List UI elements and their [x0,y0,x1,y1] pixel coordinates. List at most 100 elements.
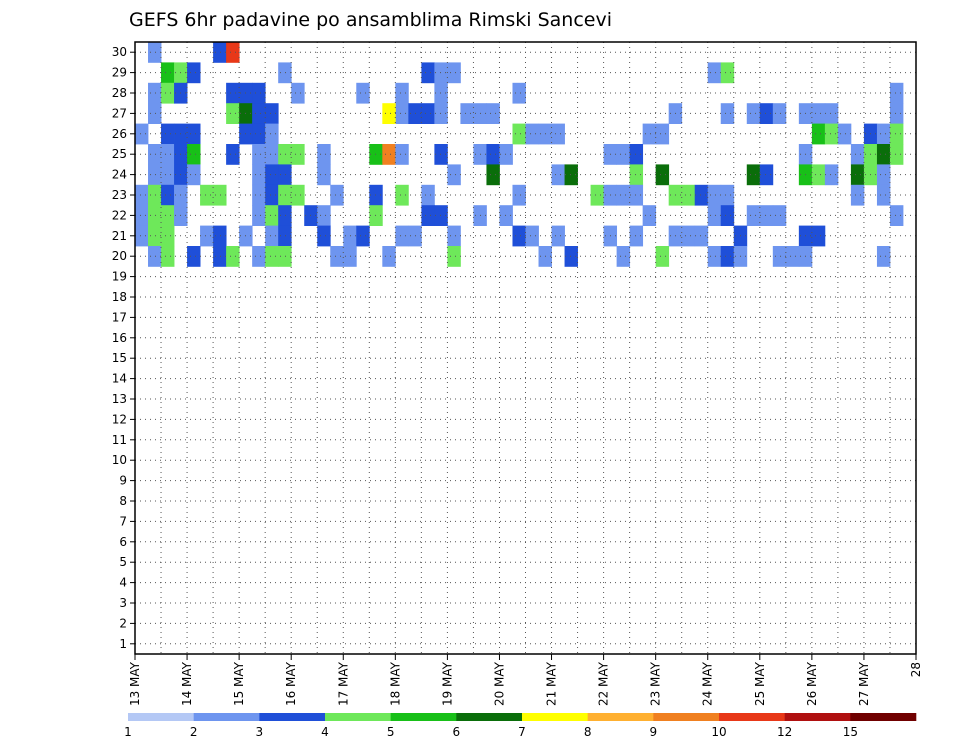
heatmap-cell [681,225,696,247]
colorbar-label: 12 [777,725,792,739]
heatmap-cell [681,184,696,206]
heatmap-cell [252,164,266,186]
heatmap-cell [226,42,240,63]
y-tick-label: 25 [112,147,127,161]
heatmap-cell [369,184,383,206]
colorbar-swatch [850,713,917,721]
heatmap-cell [213,184,227,206]
y-tick-label: 29 [112,66,127,80]
chart-title: GEFS 6hr padavine po ansamblima Rimski S… [129,9,612,31]
heatmap-cell [889,103,904,124]
heatmap-cell [252,103,266,124]
heatmap-cell [629,225,644,247]
heatmap-cell [161,246,175,267]
heatmap-cell [148,246,162,267]
heatmap-cell [707,246,722,267]
heatmap-cell [278,62,292,84]
heatmap-cell [811,103,826,124]
y-tick-label: 5 [119,555,127,569]
y-axis-ticks: 1234567891011121314151617181920212223242… [112,45,135,651]
heatmap-cell [265,144,279,165]
x-tick-label: 19 MAY [440,661,454,706]
colorbar-swatch [784,713,851,721]
heatmap-cell [252,123,266,145]
heatmap-cell [382,103,396,124]
heatmap-cell [785,246,800,267]
heatmap-cell [148,164,162,186]
heatmap-cell [161,184,175,206]
y-tick-label: 27 [112,106,127,120]
heatmap-cell [759,164,774,186]
y-tick-label: 15 [112,351,127,365]
heatmap-cell [148,42,162,63]
heatmap-cell [772,246,787,267]
heatmap-cell [889,82,904,104]
heatmap-cell [421,205,435,226]
heatmap-cell [278,225,292,247]
x-axis-ticks: 13 MAY 14 MAY 15 MAY 16 MAY 17 MAY 18 MAY 19 M… [128,654,923,706]
heatmap-cell [148,205,162,226]
heatmap-cell [434,205,448,226]
heatmap-cell [148,184,162,206]
heatmap-cell [434,82,448,104]
x-tick-label: 15 MAY [232,661,246,706]
colorbar-swatch [128,713,194,721]
heatmap-cells [135,42,904,267]
heatmap-cell [226,103,240,124]
dotted-grid [135,42,916,654]
heatmap-cell [434,144,448,165]
heatmap-cell [759,103,774,124]
heatmap-cell [720,103,735,124]
heatmap-cell [499,144,513,165]
colorbar-swatch [259,713,326,721]
colorbar-swatch [456,713,523,721]
heatmap-cell [434,103,448,124]
heatmap-cell [161,225,175,247]
heatmap-cell [278,164,292,186]
heatmap-cell [356,82,370,104]
x-tick-label: 22 MAY [597,661,611,706]
heatmap-cell [525,123,539,145]
y-tick-label: 6 [119,535,127,549]
y-tick-label: 20 [112,249,127,263]
heatmap-cell [330,184,344,206]
y-tick-label: 22 [112,208,127,222]
y-tick-label: 26 [112,127,127,141]
heatmap-cell [252,184,266,206]
y-tick-label: 8 [119,494,127,508]
heatmap-cell [291,144,305,165]
heatmap-cell [551,164,565,186]
heatmap-cell [148,82,162,104]
heatmap-cell [265,184,279,206]
y-tick-label: 17 [112,310,127,324]
y-tick-label: 11 [112,433,127,447]
heatmap-cell [447,225,461,247]
heatmap-cell [655,164,670,186]
heatmap-cell [564,246,578,267]
colorbar-label: 4 [321,725,329,739]
heatmap-cell [889,144,904,165]
heatmap-cell [525,225,539,247]
plot-frame [134,41,917,655]
heatmap-cell [460,103,474,124]
x-tick-label: 14 MAY [180,661,194,706]
heatmap-cell [278,205,292,226]
heatmap-cell [226,82,240,104]
heatmap-cell [746,103,761,124]
colorbar-label: 7 [518,725,526,739]
heatmap-cell [278,246,292,267]
y-tick-label: 28 [112,86,127,100]
heatmap-cell [824,103,839,124]
heatmap-cell [291,82,305,104]
heatmap-cell [512,225,526,247]
heatmap-cell [720,62,735,84]
heatmap-cell [395,82,409,104]
heatmap-cell [213,42,227,63]
heatmap-cell [629,164,644,186]
heatmap-cell [161,205,175,226]
heatmap-cell [434,62,448,84]
heatmap-cell [135,225,149,247]
colorbar-swatch [653,713,720,721]
heatmap-cell [265,225,279,247]
heatmap-cell [889,123,904,145]
